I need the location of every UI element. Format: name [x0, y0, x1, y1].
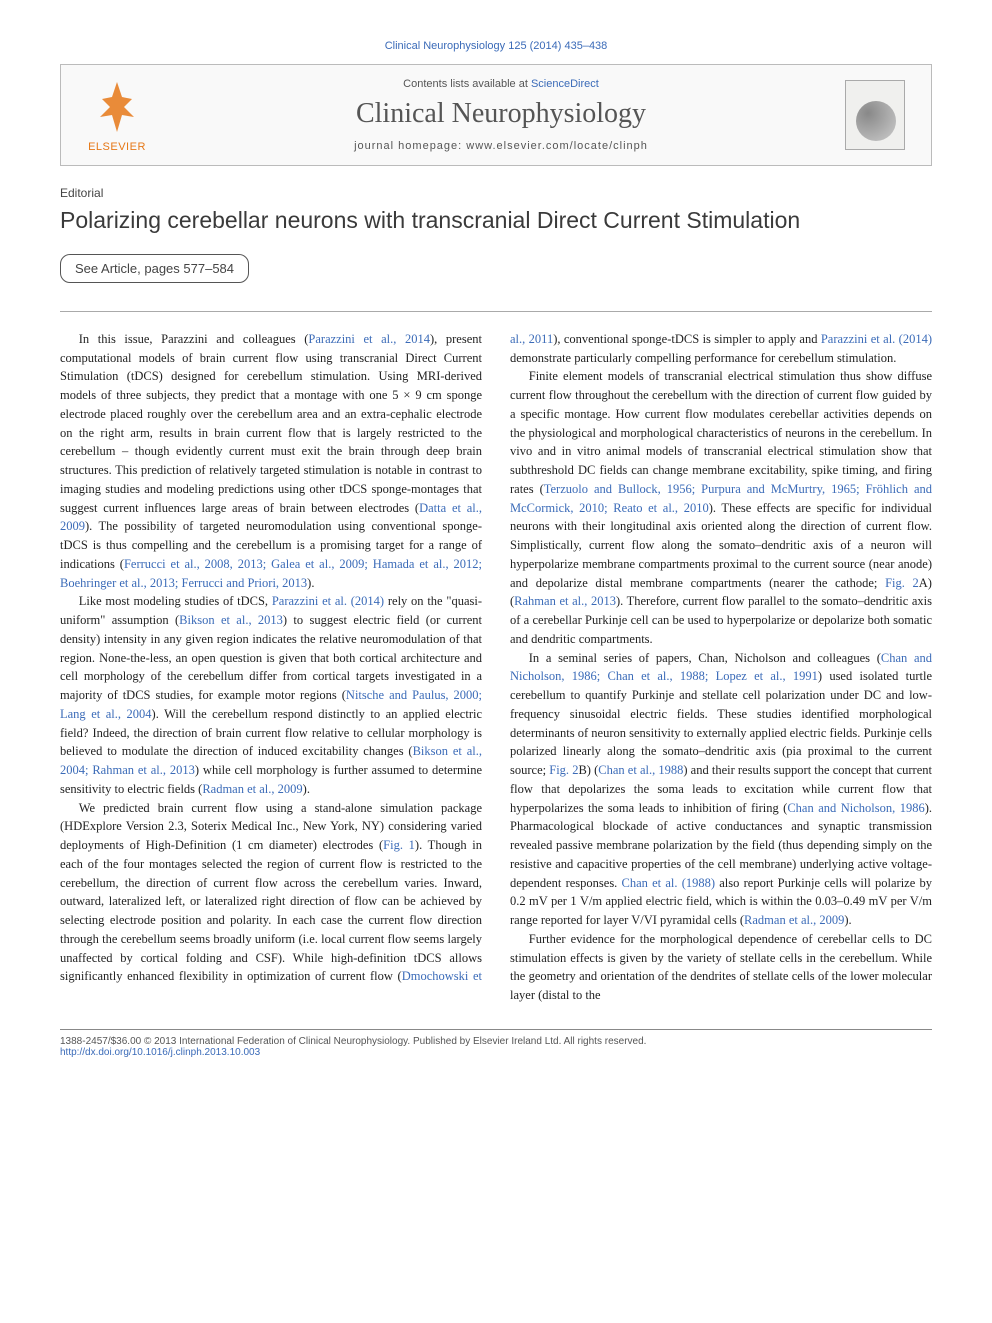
elsevier-logo-icon — [92, 77, 142, 137]
article-title: Polarizing cerebellar neurons with trans… — [60, 206, 932, 236]
header-citation: Clinical Neurophysiology 125 (2014) 435–… — [60, 40, 932, 52]
fig-2-link-b[interactable]: Fig. 2 — [549, 763, 578, 777]
ref-radman-2009-b[interactable]: Radman et al., 2009 — [744, 913, 844, 927]
journal-header-box: ELSEVIER Contents lists available at Sci… — [60, 64, 932, 166]
paragraph-6: Further evidence for the morphological d… — [510, 930, 932, 1005]
ref-parazzini-2014-c[interactable]: Parazzini et al. (2014) — [821, 332, 932, 346]
see-article-box: See Article, pages 577–584 — [60, 254, 249, 283]
paragraph-4: Finite element models of transcranial el… — [510, 367, 932, 648]
publisher-name: ELSEVIER — [77, 141, 157, 153]
fig-1-link[interactable]: Fig. 1 — [383, 838, 415, 852]
title-rule — [60, 311, 932, 312]
journal-homepage: journal homepage: www.elsevier.com/locat… — [157, 140, 845, 152]
cover-image-icon — [845, 80, 905, 150]
footer: 1388-2457/$36.00 © 2013 International Fe… — [60, 1029, 932, 1058]
journal-cover-thumb — [845, 80, 915, 150]
contents-available: Contents lists available at ScienceDirec… — [157, 78, 845, 90]
ref-bikson-2013[interactable]: Bikson et al., 2013 — [179, 613, 283, 627]
sciencedirect-link[interactable]: ScienceDirect — [531, 78, 599, 90]
article-type: Editorial — [60, 186, 932, 200]
contents-prefix: Contents lists available at — [403, 78, 531, 90]
paragraph-2: Like most modeling studies of tDCS, Para… — [60, 592, 482, 798]
ref-chan-1988[interactable]: Chan et al., 1988 — [598, 763, 683, 777]
paragraph-1: In this issue, Parazzini and colleagues … — [60, 330, 482, 593]
ref-ferrucci-multi[interactable]: Ferrucci et al., 2008, 2013; Galea et al… — [60, 557, 482, 590]
ref-rahman-2013[interactable]: Rahman et al., 2013 — [514, 594, 616, 608]
fig-2-link-a[interactable]: Fig. 2 — [885, 576, 919, 590]
paragraph-5: In a seminal series of papers, Chan, Nic… — [510, 649, 932, 930]
copyright-line: 1388-2457/$36.00 © 2013 International Fe… — [60, 1036, 932, 1047]
body-columns: In this issue, Parazzini and colleagues … — [60, 330, 932, 1005]
ref-parazzini-2014[interactable]: Parazzini et al., 2014 — [308, 332, 430, 346]
doi-link[interactable]: http://dx.doi.org/10.1016/j.clinph.2013.… — [60, 1047, 932, 1058]
ref-chan-1988-b[interactable]: Chan et al. (1988) — [622, 876, 716, 890]
journal-center: Contents lists available at ScienceDirec… — [157, 78, 845, 152]
ref-parazzini-2014-b[interactable]: Parazzini et al. (2014) — [272, 594, 384, 608]
ref-radman-2009[interactable]: Radman et al., 2009 — [202, 782, 302, 796]
publisher-block: ELSEVIER — [77, 77, 157, 153]
journal-name: Clinical Neurophysiology — [157, 98, 845, 130]
ref-chan-nicholson-1986[interactable]: Chan and Nicholson, 1986 — [787, 801, 924, 815]
